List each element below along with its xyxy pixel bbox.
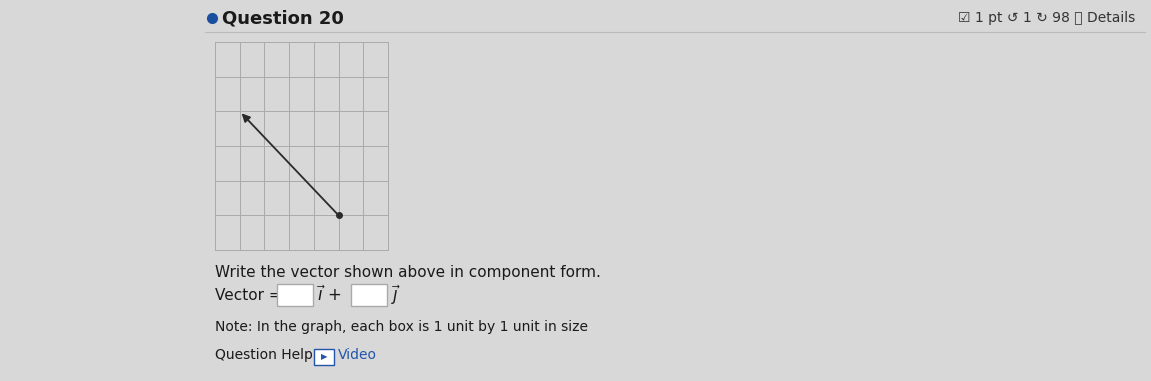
FancyBboxPatch shape bbox=[314, 349, 334, 365]
Text: Question Help:: Question Help: bbox=[215, 348, 318, 362]
Text: ▶: ▶ bbox=[321, 352, 327, 362]
Text: $\vec{\imath}$ +: $\vec{\imath}$ + bbox=[317, 285, 342, 305]
Bar bbox=[351, 284, 387, 306]
Text: Vector =: Vector = bbox=[215, 288, 282, 303]
Text: Video: Video bbox=[338, 348, 378, 362]
Text: ☑ 1 pt ↺ 1 ↻ 98 ⓘ Details: ☑ 1 pt ↺ 1 ↻ 98 ⓘ Details bbox=[958, 11, 1135, 25]
Text: Write the vector shown above in component form.: Write the vector shown above in componen… bbox=[215, 265, 601, 280]
Text: Note: In the graph, each box is 1 unit by 1 unit in size: Note: In the graph, each box is 1 unit b… bbox=[215, 320, 588, 334]
Text: Question 20: Question 20 bbox=[222, 9, 344, 27]
Bar bbox=[277, 284, 313, 306]
Text: $\vec{\jmath}$: $\vec{\jmath}$ bbox=[391, 283, 402, 307]
